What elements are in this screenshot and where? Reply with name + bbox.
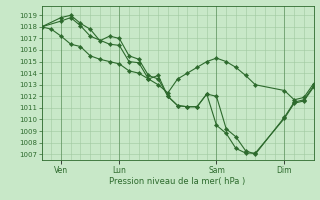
X-axis label: Pression niveau de la mer( hPa ): Pression niveau de la mer( hPa ) [109, 177, 246, 186]
